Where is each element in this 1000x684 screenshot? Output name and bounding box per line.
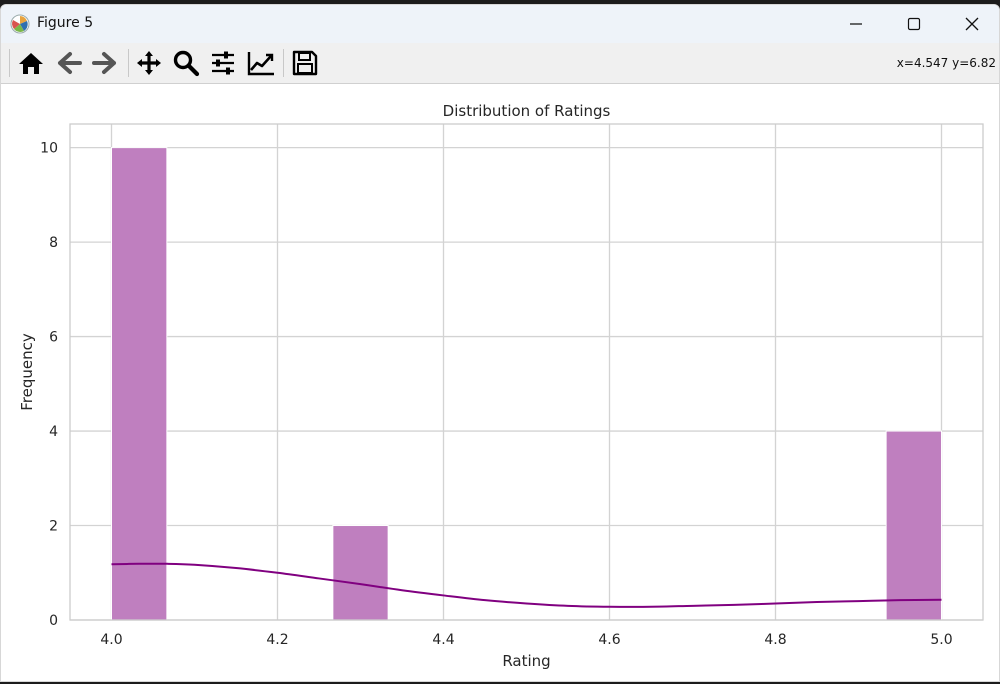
- chart[interactable]: 4.0 4.2 4.4 4.6 4.8 5.0 0 2 4 6 8 10 Distribution of…: [1, 84, 1000, 682]
- y-axis-label: Frequency: [18, 333, 36, 411]
- figure-window: Figure 5: [0, 4, 1000, 682]
- y-tick-label: 0: [49, 613, 58, 629]
- save-button[interactable]: [289, 47, 321, 79]
- arrow-left-icon: [58, 52, 82, 74]
- home-button[interactable]: [15, 47, 47, 79]
- histogram-bar: [885, 430, 942, 621]
- y-tick-label: 8: [49, 235, 58, 251]
- x-axis-label: Rating: [502, 652, 550, 670]
- magnifier-icon: [173, 50, 200, 77]
- histogram-bar: [111, 147, 168, 621]
- configure-subplots-button[interactable]: [207, 47, 239, 79]
- y-tick-label: 4: [49, 424, 58, 440]
- cursor-coordinates: x=4.547 y=6.82: [896, 56, 996, 70]
- x-tick-label: 4.0: [100, 632, 122, 648]
- x-tick-label: 4.4: [432, 632, 454, 648]
- toolbar-separator: [128, 49, 129, 77]
- toolbar-separator: [283, 49, 284, 77]
- chart-title: Distribution of Ratings: [443, 102, 611, 120]
- x-tick-label: 4.6: [598, 632, 620, 648]
- axes-frame: [69, 123, 984, 621]
- navigation-toolbar: x=4.547 y=6.82: [1, 43, 999, 84]
- floppy-disk-icon: [292, 50, 318, 76]
- toolbar-separator: [9, 49, 10, 77]
- x-tick-label: 4.8: [764, 632, 786, 648]
- close-button[interactable]: [943, 5, 999, 43]
- plot-area: [70, 124, 983, 620]
- minimize-icon: [850, 23, 862, 25]
- arrow-right-icon: [92, 52, 116, 74]
- x-tick-label: 5.0: [930, 632, 952, 648]
- edit-axis-button[interactable]: [244, 47, 276, 79]
- zoom-button[interactable]: [170, 47, 202, 79]
- home-icon: [19, 53, 43, 74]
- y-tick-label: 6: [49, 330, 58, 346]
- minimize-button[interactable]: [827, 5, 885, 43]
- x-tick-label: 4.2: [266, 632, 288, 648]
- sliders-icon: [212, 51, 234, 75]
- pan-button[interactable]: [133, 47, 165, 79]
- figure-canvas[interactable]: 4.0 4.2 4.4 4.6 4.8 5.0 0 2 4 6 8 10 Distribution of…: [1, 84, 1000, 682]
- matplotlib-icon: [10, 14, 30, 34]
- back-button[interactable]: [53, 47, 85, 79]
- kde-line: [111, 562, 942, 608]
- histogram-bar: [332, 525, 389, 621]
- title-bar[interactable]: Figure 5: [1, 5, 999, 43]
- line-chart-icon: [247, 52, 274, 76]
- y-tick-label: 10: [40, 141, 58, 157]
- maximize-button[interactable]: [885, 5, 943, 43]
- forward-button[interactable]: [89, 47, 121, 79]
- y-tick-label: 2: [49, 519, 58, 535]
- maximize-icon: [907, 17, 921, 31]
- window-title: Figure 5: [37, 15, 94, 31]
- move-icon: [137, 51, 161, 75]
- close-icon: [965, 17, 979, 31]
